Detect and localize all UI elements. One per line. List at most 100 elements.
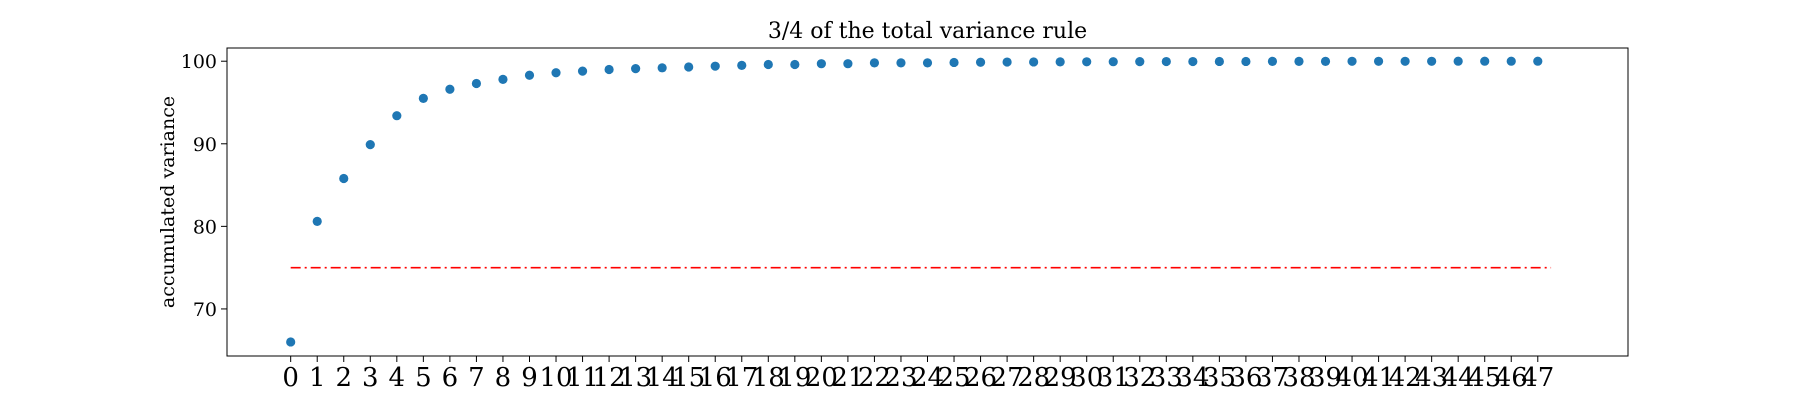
data-point — [843, 59, 853, 69]
y-axis-ticks: 70 80 90 100 — [181, 51, 227, 321]
data-point — [286, 337, 296, 347]
x-tick-label: 18 — [752, 363, 785, 393]
data-point — [1320, 56, 1331, 66]
data-point — [1055, 57, 1065, 67]
y-tick-label: 100 — [181, 51, 217, 73]
data-point — [790, 59, 800, 70]
x-tick-label: 4 — [389, 363, 406, 393]
x-tick-label: 46 — [1495, 363, 1528, 393]
x-tick-label: 34 — [1176, 363, 1209, 393]
data-point — [1082, 57, 1092, 67]
data-point — [1347, 56, 1357, 66]
x-tick-label: 6 — [442, 363, 459, 393]
x-tick-label: 3 — [362, 363, 379, 393]
data-point — [365, 140, 375, 150]
x-tick-label: 38 — [1282, 363, 1315, 393]
data-point — [1029, 57, 1039, 67]
y-tick-label: 70 — [193, 299, 217, 321]
data-point — [816, 59, 826, 69]
data-point — [418, 93, 428, 103]
x-tick-label: 35 — [1203, 363, 1236, 393]
data-points — [286, 56, 1543, 347]
x-tick-label: 29 — [1044, 363, 1077, 393]
data-point — [577, 66, 588, 76]
x-tick-label: 8 — [495, 363, 512, 393]
data-point — [1135, 57, 1145, 67]
plot-area-frame — [226, 47, 1629, 357]
x-tick-label: 9 — [521, 363, 538, 393]
chart-title: 3/4 of the total variance rule — [768, 19, 1087, 44]
x-tick-label: 47 — [1521, 363, 1554, 393]
x-tick-label: 13 — [619, 363, 652, 393]
x-tick-label: 0 — [282, 363, 299, 393]
data-point — [896, 58, 906, 68]
data-point — [1214, 56, 1224, 67]
x-tick-label: 22 — [858, 363, 891, 393]
data-point — [737, 60, 747, 70]
data-point — [710, 61, 720, 71]
x-tick-label: 7 — [468, 363, 485, 393]
x-tick-label: 39 — [1309, 363, 1342, 393]
data-point — [631, 64, 641, 74]
x-tick-label: 27 — [991, 363, 1024, 393]
data-point — [657, 63, 667, 73]
x-axis-ticks: 0 1 2 3 4 5 6 7 8 9 101112131415161718192021222324… — [282, 356, 1554, 393]
x-tick-label: 23 — [884, 363, 917, 393]
data-point — [975, 57, 986, 67]
x-tick-label: 37 — [1256, 363, 1289, 393]
x-tick-label: 5 — [415, 363, 432, 393]
x-tick-label: 16 — [699, 363, 732, 393]
x-tick-label: 31 — [1097, 363, 1130, 393]
x-tick-label: 45 — [1468, 363, 1501, 393]
data-point — [1108, 57, 1118, 67]
x-tick-label: 19 — [778, 363, 811, 393]
data-point — [445, 84, 455, 94]
data-point — [392, 111, 402, 121]
x-tick-label: 41 — [1362, 363, 1395, 393]
data-point — [1294, 56, 1304, 66]
y-axis-label: accumulated variance — [157, 96, 179, 308]
x-tick-label: 12 — [593, 363, 626, 393]
data-point — [949, 57, 959, 68]
x-tick-label: 20 — [805, 363, 838, 393]
data-point — [1453, 56, 1463, 66]
x-tick-label: 1 — [309, 363, 326, 393]
data-point — [1480, 56, 1490, 66]
x-tick-label: 32 — [1123, 363, 1156, 393]
data-point — [551, 68, 561, 78]
data-point — [471, 78, 482, 89]
data-point — [604, 64, 614, 75]
data-point — [1161, 56, 1171, 67]
data-point — [339, 173, 349, 184]
data-point — [1267, 56, 1278, 66]
x-tick-label: 44 — [1442, 363, 1475, 393]
x-tick-label: 21 — [831, 363, 864, 393]
x-tick-label: 11 — [566, 363, 599, 393]
data-point — [684, 62, 694, 72]
y-tick-label: 80 — [193, 216, 217, 238]
data-point — [1188, 56, 1198, 67]
x-tick-label: 24 — [911, 363, 944, 393]
x-tick-label: 2 — [335, 363, 352, 393]
x-tick-label: 33 — [1150, 363, 1183, 393]
data-point — [1373, 56, 1384, 66]
data-point — [312, 216, 322, 227]
data-point — [498, 74, 508, 84]
x-tick-label: 10 — [539, 363, 572, 393]
x-tick-label: 42 — [1389, 363, 1422, 393]
data-point — [869, 58, 880, 68]
x-tick-label: 17 — [725, 363, 758, 393]
x-tick-label: 15 — [672, 363, 705, 393]
x-tick-label: 26 — [964, 363, 997, 393]
x-tick-label: 25 — [937, 363, 970, 393]
data-point — [1533, 56, 1543, 66]
data-point — [1241, 56, 1251, 67]
data-point — [1506, 56, 1516, 66]
x-tick-label: 28 — [1017, 363, 1050, 393]
x-tick-label: 30 — [1070, 363, 1103, 393]
x-tick-label: 14 — [646, 363, 679, 393]
data-point — [763, 59, 773, 70]
x-tick-label: 36 — [1229, 363, 1262, 393]
data-point — [1400, 56, 1410, 66]
